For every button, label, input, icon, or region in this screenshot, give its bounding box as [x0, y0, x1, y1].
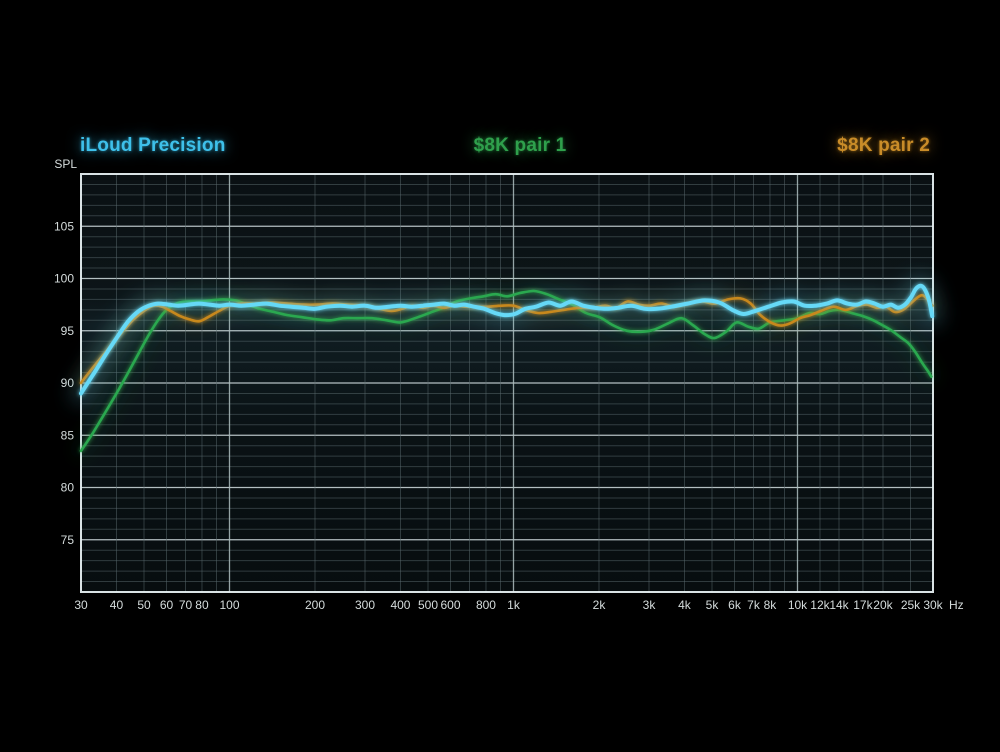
svg-text:Hz: Hz — [949, 598, 964, 612]
series-iloud-precision — [79, 283, 935, 396]
svg-text:75: 75 — [61, 533, 75, 547]
svg-text:90: 90 — [61, 376, 75, 390]
svg-text:300: 300 — [355, 598, 375, 612]
svg-text:8k: 8k — [764, 598, 778, 612]
svg-text:80: 80 — [195, 598, 209, 612]
svg-text:200: 200 — [305, 598, 325, 612]
svg-text:95: 95 — [61, 324, 75, 338]
svg-text:3k: 3k — [643, 598, 657, 612]
svg-text:10k: 10k — [788, 598, 808, 612]
svg-text:70: 70 — [179, 598, 193, 612]
svg-text:20k: 20k — [873, 598, 893, 612]
svg-text:500: 500 — [418, 598, 438, 612]
svg-text:80: 80 — [61, 481, 75, 495]
svg-text:2k: 2k — [593, 598, 607, 612]
legend-iloud-precision: iLoud Precision — [80, 135, 226, 156]
svg-text:6k: 6k — [728, 598, 742, 612]
spl-axis-label: SPL — [54, 157, 77, 171]
legend-8k-pair-1: $8K pair 1 — [473, 135, 567, 156]
series--8k-pair-2 — [79, 293, 934, 385]
svg-text:600: 600 — [440, 598, 460, 612]
svg-text:17k: 17k — [853, 598, 873, 612]
svg-text:30: 30 — [74, 598, 88, 612]
svg-text:12k: 12k — [810, 598, 830, 612]
svg-text:25k: 25k — [901, 598, 921, 612]
svg-text:800: 800 — [476, 598, 496, 612]
svg-text:50: 50 — [137, 598, 151, 612]
svg-text:105: 105 — [54, 219, 74, 233]
svg-text:30k: 30k — [923, 598, 943, 612]
series--8k-pair-1 — [79, 289, 933, 453]
svg-text:400: 400 — [390, 598, 410, 612]
svg-text:100: 100 — [54, 272, 74, 286]
svg-text:85: 85 — [61, 428, 75, 442]
svg-text:7k: 7k — [747, 598, 761, 612]
svg-text:60: 60 — [160, 598, 174, 612]
svg-text:4k: 4k — [678, 598, 692, 612]
svg-text:1k: 1k — [507, 598, 521, 612]
svg-text:14k: 14k — [829, 598, 849, 612]
svg-text:100: 100 — [219, 598, 239, 612]
legend-8k-pair-2: $8K pair 2 — [837, 135, 930, 156]
svg-text:5k: 5k — [706, 598, 720, 612]
svg-text:40: 40 — [110, 598, 124, 612]
